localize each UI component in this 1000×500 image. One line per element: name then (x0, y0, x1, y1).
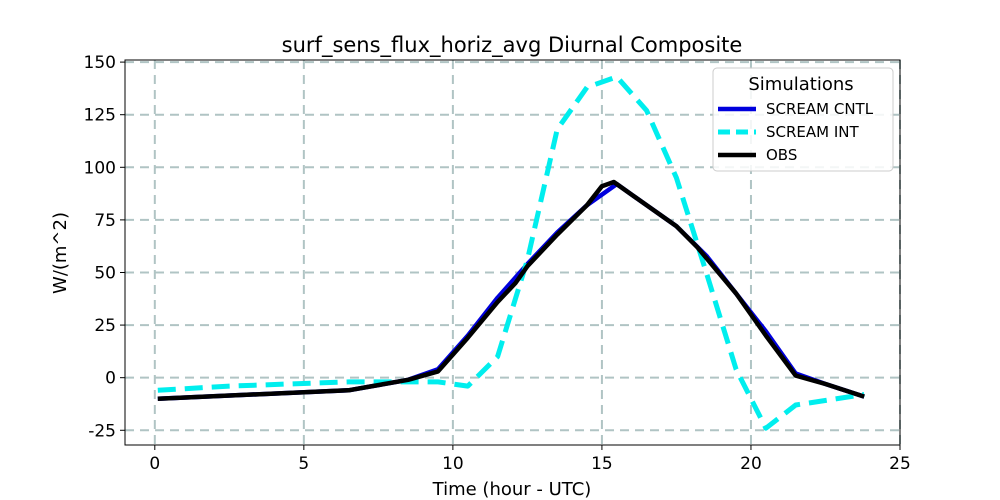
legend: Simulations SCREAM CNTL SCREAM INT OBS (712, 67, 894, 172)
y-tick-label: 125 (84, 106, 116, 126)
y-tick-label: 25 (94, 316, 116, 336)
series-line-scream-cntl (157, 181, 865, 401)
chart-title: surf_sens_flux_horiz_avg Diurnal Composi… (282, 33, 743, 58)
x-tick-label: 5 (298, 454, 309, 474)
series-line-obs (157, 179, 865, 401)
y-tick-label: -25 (88, 421, 116, 441)
series-line-scream-int (157, 74, 865, 431)
y-tick-label: 75 (94, 211, 116, 231)
axis-ticks: 0 5 10 15 20 25 -25 0 25 50 75 100 125 150 (84, 53, 911, 474)
x-axis-title: Time (hour - UTC) (432, 479, 592, 500)
x-tick-label: 15 (591, 454, 613, 474)
x-tick-label: 10 (442, 454, 464, 474)
y-axis-title: W/(m^2) (50, 212, 71, 294)
y-tick-label: 100 (84, 158, 116, 178)
legend-title: Simulations (748, 74, 853, 95)
legend-box (712, 67, 894, 172)
y-tick-label: 0 (105, 369, 116, 389)
x-tick-label: 25 (889, 454, 911, 474)
plot-series (157, 74, 865, 431)
legend-label-obs: OBS (766, 146, 797, 164)
legend-label-scream-int: SCREAM INT (766, 123, 860, 141)
legend-entries: SCREAM CNTL SCREAM INT OBS (718, 100, 874, 164)
x-tick-label: 0 (149, 454, 160, 474)
x-tick-label: 20 (740, 454, 762, 474)
plot-frame (124, 59, 901, 446)
y-tick-label: 50 (94, 263, 116, 283)
y-tick-label: 150 (84, 53, 116, 73)
legend-label-scream-cntl: SCREAM CNTL (766, 100, 874, 118)
